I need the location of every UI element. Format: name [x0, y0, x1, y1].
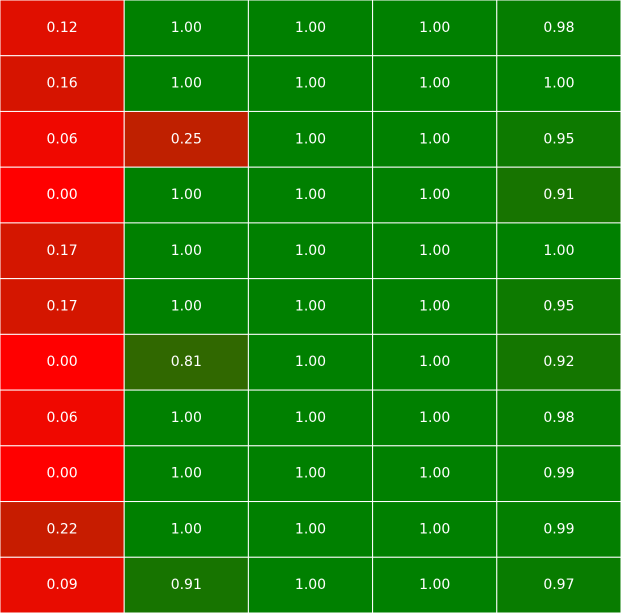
heatmap-cell-r6-c2	[247, 333, 374, 391]
heatmap-cell-r5-c2	[247, 278, 374, 335]
heatmap-cell-label-r6-c3: 1.00	[419, 354, 450, 370]
heatmap-cell-label-r3-c3: 1.00	[419, 187, 450, 203]
heatmap-cell-label-r9-c2: 1.00	[295, 521, 326, 537]
heatmap-cell-label-r8-c4: 0.99	[543, 466, 574, 482]
heatmap-cell-label-r1-c3: 1.00	[419, 76, 450, 92]
heatmap-cell-r7-c1	[123, 389, 249, 447]
heatmap-cell-r10-c4	[496, 556, 621, 613]
heatmap-cell-r3-c3	[372, 166, 498, 224]
heatmap-cell-label-r8-c0: 0.00	[47, 466, 78, 482]
heatmap-cell-label-r1-c0: 0.16	[47, 76, 78, 92]
heatmap-cell-label-r4-c4: 1.00	[543, 243, 574, 259]
heatmap-cell-r7-c0	[0, 389, 125, 447]
heatmap-cell-label-r8-c3: 1.00	[419, 466, 450, 482]
heatmap-cell-label-r8-c2: 1.00	[295, 466, 326, 482]
heatmap-cell-label-r4-c0: 0.17	[47, 243, 78, 259]
heatmap-cell-label-r7-c1: 1.00	[171, 410, 202, 426]
heatmap-cell-label-r9-c0: 0.22	[47, 521, 78, 537]
heatmap-cell-label-r3-c0: 0.00	[47, 187, 78, 203]
heatmap-cell-label-r6-c1: 0.81	[171, 354, 202, 370]
heatmap-cell-label-r8-c1: 1.00	[171, 466, 202, 482]
heatmap-cell-r8-c2	[247, 445, 374, 503]
heatmap-cell-label-r0-c0: 0.12	[47, 20, 78, 36]
heatmap-cell-label-r7-c4: 0.98	[543, 410, 574, 426]
heatmap-cell-label-r7-c0: 0.06	[47, 410, 78, 426]
heatmap-cell-r7-c4	[496, 389, 621, 447]
heatmap-cell-r9-c1	[123, 501, 249, 558]
heatmap-cell-label-r4-c2: 1.00	[295, 243, 326, 259]
heatmap-cell-r2-c2	[247, 110, 374, 168]
heatmap-cell-r0-c1	[123, 0, 249, 57]
heatmap-cell-label-r3-c2: 1.00	[295, 187, 326, 203]
heatmap-cell-label-r6-c2: 1.00	[295, 354, 326, 370]
heatmap-cell-r1-c1	[123, 55, 249, 112]
heatmap-cell-r4-c4	[496, 222, 621, 280]
heatmap-cell-label-r9-c1: 1.00	[171, 521, 202, 537]
heatmap-cell-r9-c2	[247, 501, 374, 558]
heatmap-cell-label-r2-c1: 0.25	[171, 131, 202, 147]
heatmap-cell-label-r2-c2: 1.00	[295, 131, 326, 147]
heatmap-cell-r2-c1	[123, 110, 249, 168]
heatmap-cell-label-r10-c2: 1.00	[295, 577, 326, 593]
heatmap-cell-r4-c3	[372, 222, 498, 280]
heatmap-cell-label-r9-c3: 1.00	[419, 521, 450, 537]
heatmap-cell-r6-c3	[372, 333, 498, 391]
heatmap-cell-label-r2-c3: 1.00	[419, 131, 450, 147]
heatmap-cell-r9-c4	[496, 501, 621, 558]
heatmap-cell-label-r5-c1: 1.00	[171, 299, 202, 315]
heatmap-cell-label-r0-c1: 1.00	[171, 20, 202, 36]
heatmap-cell-label-r5-c4: 0.95	[543, 299, 574, 315]
heatmap-cell-label-r2-c4: 0.95	[543, 131, 574, 147]
heatmap-cell-label-r3-c4: 0.91	[543, 187, 574, 203]
heatmap-cell-r9-c3	[372, 501, 498, 558]
heatmap-cell-r8-c4	[496, 445, 621, 503]
heatmap-cell-r5-c4	[496, 278, 621, 335]
heatmap-cell-r2-c3	[372, 110, 498, 168]
heatmap-cell-label-r7-c2: 1.00	[295, 410, 326, 426]
heatmap-cell-r2-c4	[496, 110, 621, 168]
heatmap-cell-label-r5-c3: 1.00	[419, 299, 450, 315]
heatmap-cell-label-r1-c4: 1.00	[543, 76, 574, 92]
heatmap-cell-label-r3-c1: 1.00	[171, 187, 202, 203]
heatmap-cell-r0-c3	[372, 0, 498, 57]
heatmap-cell-label-r5-c2: 1.00	[295, 299, 326, 315]
heatmap-cell-r0-c4	[496, 0, 621, 57]
heatmap-cell-r1-c2	[247, 55, 374, 112]
heatmap-cell-r8-c0	[0, 445, 125, 503]
heatmap-cell-label-r9-c4: 0.99	[543, 521, 574, 537]
heatmap-cell-label-r4-c3: 1.00	[419, 243, 450, 259]
heatmap-cell-r10-c1	[123, 556, 249, 613]
heatmap-cell-label-r10-c4: 0.97	[543, 577, 574, 593]
heatmap-cell-label-r0-c4: 0.98	[543, 20, 574, 36]
heatmap-cell-label-r10-c0: 0.09	[47, 577, 78, 593]
heatmap-cell-label-r1-c2: 1.00	[295, 76, 326, 92]
heatmap-cell-r6-c4	[496, 333, 621, 391]
heatmap-cell-r3-c2	[247, 166, 374, 224]
heatmap-cell-label-r6-c0: 0.00	[47, 354, 78, 370]
heatmap-cell-label-r4-c1: 1.00	[171, 243, 202, 259]
heatmap-cell-label-r10-c3: 1.00	[419, 577, 450, 593]
heatmap-cell-label-r2-c0: 0.06	[47, 131, 78, 147]
heatmap-cell-r7-c2	[247, 389, 374, 447]
heatmap-cell-label-r5-c0: 0.17	[47, 299, 78, 315]
heatmap-cell-label-r10-c1: 0.91	[171, 577, 202, 593]
heatmap-cell-r3-c0	[0, 166, 125, 224]
heatmap-cell-r8-c1	[123, 445, 249, 503]
heatmap-cell-label-r7-c3: 1.00	[419, 410, 450, 426]
heatmap-cell-r4-c2	[247, 222, 374, 280]
heatmap-cell-r3-c1	[123, 166, 249, 224]
heatmap-cell-r5-c1	[123, 278, 249, 335]
heatmap-cell-r6-c0	[0, 333, 125, 391]
heatmap-cell-r7-c3	[372, 389, 498, 447]
heatmap-cell-label-r0-c3: 1.00	[419, 20, 450, 36]
heatmap-cell-r5-c3	[372, 278, 498, 335]
heatmap-cell-label-r0-c2: 1.00	[295, 20, 326, 36]
heatmap-cell-label-r6-c4: 0.92	[543, 354, 574, 370]
heatmap-cell-r9-c0	[0, 501, 125, 558]
heatmap-cell-label-r1-c1: 1.00	[171, 76, 202, 92]
